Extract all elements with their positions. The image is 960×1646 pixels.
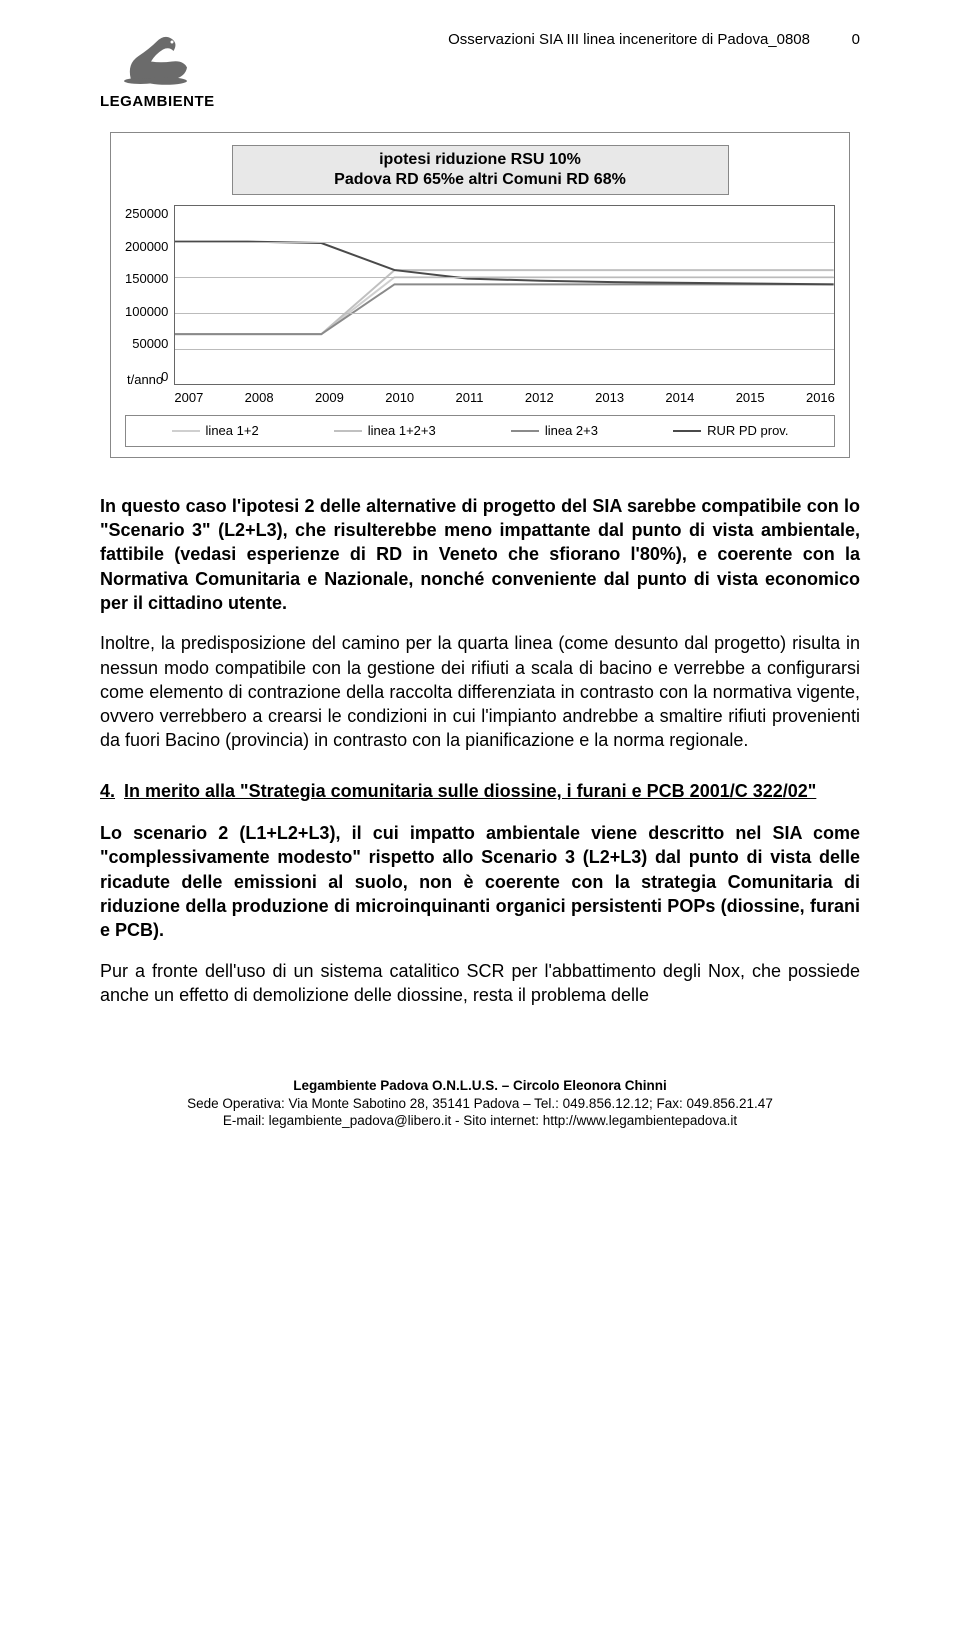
legend-label: linea 1+2 [206, 422, 259, 440]
swan-icon [117, 30, 197, 90]
series-line [175, 285, 834, 335]
paragraph-3: Lo scenario 2 (L1+L2+L3), il cui impatto… [100, 821, 860, 942]
paragraph-2: Inoltre, la predisposizione del camino p… [100, 631, 860, 752]
chart-legend: linea 1+2 linea 1+2+3 linea 2+3 RUR PD prov… [125, 415, 835, 447]
section-4-title: In merito alla "Strategia comunitaria su… [124, 779, 860, 803]
x-tick-label: 2013 [595, 389, 624, 407]
footer-line-2: Sede Operativa: Via Monte Sabotino 28, 3… [100, 1095, 860, 1113]
legend-label: linea 2+3 [545, 422, 598, 440]
paragraph-1: In questo caso l'ipotesi 2 delle alterna… [100, 494, 860, 615]
grid-line [175, 313, 834, 314]
x-tick-label: 2011 [456, 389, 484, 407]
logo-block: LEGAMBIENTE [100, 30, 215, 112]
x-axis-labels: 2007 2008 2009 2010 2011 2012 2013 2014 2015 2016 [174, 389, 835, 407]
legend-item: linea 1+2 [172, 422, 259, 440]
page-header: LEGAMBIENTE Osservazioni SIA III linea i… [100, 30, 860, 112]
chart-title-line1: ipotesi riduzione RSU 10% [379, 151, 581, 168]
grid-line [175, 242, 834, 243]
paragraph-4: Pur a fronte dell'uso di un sistema cata… [100, 959, 860, 1008]
y-tick-label: 250000 [125, 205, 168, 223]
x-tick-label: 2007 [174, 389, 203, 407]
y-tick-label: 200000 [125, 238, 168, 256]
chart-plot: 250000200000150000100000500000 t/anno 20… [125, 205, 835, 405]
section-4-heading: 4. In merito alla "Strategia comunitaria… [100, 779, 860, 803]
series-line [175, 277, 834, 334]
x-tick-label: 2016 [806, 389, 835, 407]
x-tick-label: 2009 [315, 389, 344, 407]
grid-line [175, 349, 834, 350]
x-tick-label: 2014 [665, 389, 694, 407]
page-footer: Legambiente Padova O.N.L.U.S. – Circolo … [100, 1077, 860, 1130]
logo-text: LEGAMBIENTE [100, 92, 215, 112]
plot-area: 2007 2008 2009 2010 2011 2012 2013 2014 2015 2016 [174, 205, 835, 405]
y-tick-label: 100000 [125, 303, 168, 321]
page-number: 0 [840, 30, 860, 50]
legend-swatch [673, 430, 701, 432]
chart-lines [175, 206, 834, 384]
chart-container: ipotesi riduzione RSU 10% Padova RD 65%e… [110, 132, 850, 458]
legend-item: linea 2+3 [511, 422, 598, 440]
y-tick-label: 150000 [125, 270, 168, 288]
footer-line-1: Legambiente Padova O.N.L.U.S. – Circolo … [100, 1077, 860, 1095]
section-4-number: 4. [100, 779, 124, 803]
legend-label: RUR PD prov. [707, 422, 788, 440]
y-axis-unit: t/anno [125, 371, 174, 389]
x-tick-label: 2010 [385, 389, 414, 407]
x-tick-label: 2015 [736, 389, 765, 407]
x-tick-label: 2008 [245, 389, 274, 407]
footer-line-3: E-mail: legambiente_padova@libero.it - S… [100, 1112, 860, 1130]
legend-swatch [334, 430, 362, 432]
grid-line [175, 277, 834, 278]
body-text: In questo caso l'ipotesi 2 delle alterna… [100, 494, 860, 1007]
legend-label: linea 1+2+3 [368, 422, 436, 440]
chart-title-line2: Padova RD 65%e altri Comuni RD 68% [334, 171, 626, 188]
y-axis-labels: 250000200000150000100000500000 [125, 205, 174, 385]
doc-title: Osservazioni SIA III linea inceneritore … [215, 30, 840, 50]
page-container: LEGAMBIENTE Osservazioni SIA III linea i… [0, 0, 960, 1170]
plot-inner [174, 205, 835, 385]
legend-swatch [511, 430, 539, 432]
legend-swatch [172, 430, 200, 432]
y-tick-label: 50000 [132, 335, 168, 353]
legend-item: linea 1+2+3 [334, 422, 436, 440]
chart-title: ipotesi riduzione RSU 10% Padova RD 65%e… [232, 145, 729, 195]
x-tick-label: 2012 [525, 389, 554, 407]
legend-item: RUR PD prov. [673, 422, 788, 440]
